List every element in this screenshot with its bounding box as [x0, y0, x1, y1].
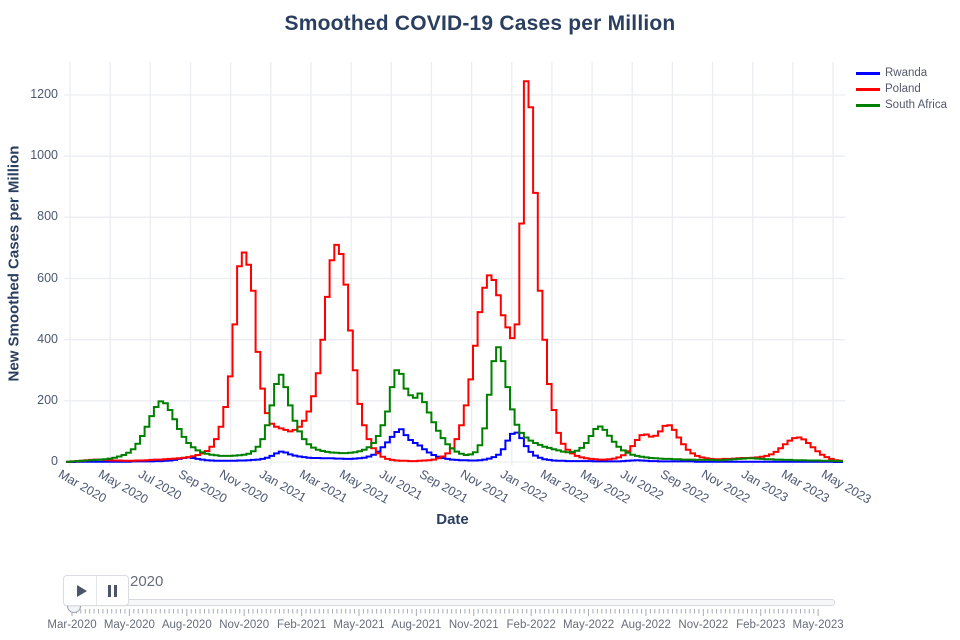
- pause-icon: [108, 584, 117, 597]
- legend-line-swatch: [856, 71, 880, 75]
- slider-tick-label: May-2020: [103, 619, 155, 631]
- y-tick-label: 1200: [30, 87, 58, 101]
- legend-label: South Africa: [885, 99, 948, 111]
- slider-tick-label: May-2022: [562, 619, 615, 631]
- legend-label: Rwanda: [885, 67, 928, 79]
- legend-line-swatch: [856, 103, 880, 107]
- slider-tick-label: May-2023: [792, 619, 844, 631]
- series-line-rwanda: [66, 428, 843, 463]
- slider-tick-label: Nov-2022: [678, 619, 729, 631]
- slider-rail[interactable]: [72, 599, 835, 606]
- x-axis-title: Date: [436, 511, 469, 528]
- slider-tick-label: Feb-2021: [276, 619, 327, 631]
- y-tick-label: 200: [37, 392, 58, 407]
- slider-tick-label: Feb-2022: [506, 619, 556, 631]
- slider-tick-label: Aug-2020: [161, 619, 212, 631]
- legend-item-poland[interactable]: Poland: [856, 83, 947, 95]
- chart-title: Smoothed COVID-19 Cases per Million: [284, 12, 676, 35]
- slider-tick-marks: [71, 609, 819, 616]
- slider-tick-label: Feb-2023: [736, 619, 786, 631]
- y-tick-label: 400: [37, 331, 58, 346]
- y-tick-label: 1000: [30, 148, 58, 163]
- legend: Rwanda Poland South Africa: [856, 67, 947, 115]
- slider-tick-label: Aug-2021: [391, 619, 442, 631]
- covid-line-chart[interactable]: [0, 0, 960, 545]
- animation-controls: [63, 575, 129, 606]
- slider-tick-label: Mar-2020: [47, 619, 97, 631]
- legend-item-rwanda[interactable]: Rwanda: [856, 67, 947, 79]
- slider-tick-label: Nov-2020: [219, 619, 270, 631]
- series-line-south-africa: [66, 346, 843, 463]
- slider-tick-label: Nov-2021: [448, 619, 499, 631]
- slider-current-value: 2020: [130, 573, 164, 590]
- play-button[interactable]: [64, 576, 96, 605]
- slider-tick-label: Aug-2022: [621, 619, 671, 631]
- slider-tick-label: May-2021: [333, 619, 385, 631]
- play-icon: [76, 584, 87, 597]
- y-tick-label: 600: [37, 270, 58, 285]
- legend-label: Poland: [885, 83, 921, 95]
- legend-item-south-africa[interactable]: South Africa: [856, 99, 947, 111]
- y-tick-label: 800: [37, 209, 58, 224]
- legend-line-swatch: [856, 87, 880, 91]
- y-tick-label: 0: [51, 454, 58, 468]
- pause-button[interactable]: [96, 576, 128, 605]
- series-line-poland: [66, 80, 843, 463]
